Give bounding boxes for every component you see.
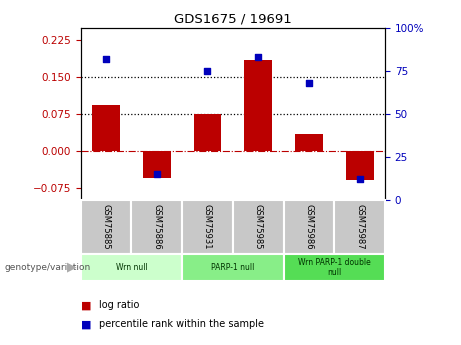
Bar bbox=[295, 134, 323, 151]
Point bbox=[204, 68, 211, 73]
Text: PARP-1 null: PARP-1 null bbox=[211, 263, 254, 272]
Text: GSM75987: GSM75987 bbox=[355, 204, 364, 250]
Bar bbox=[182, 200, 233, 254]
Text: GSM75886: GSM75886 bbox=[152, 204, 161, 250]
Bar bbox=[131, 200, 182, 254]
Text: Wrn PARP-1 double
null: Wrn PARP-1 double null bbox=[298, 258, 371, 277]
Text: log ratio: log ratio bbox=[99, 300, 140, 310]
Bar bbox=[182, 254, 284, 281]
Bar bbox=[346, 151, 373, 180]
Text: GSM75931: GSM75931 bbox=[203, 204, 212, 249]
Bar bbox=[284, 254, 385, 281]
Bar bbox=[334, 200, 385, 254]
Text: GDS1675 / 19691: GDS1675 / 19691 bbox=[174, 12, 292, 25]
Bar bbox=[81, 200, 131, 254]
Bar bbox=[81, 254, 182, 281]
Text: percentile rank within the sample: percentile rank within the sample bbox=[99, 319, 264, 329]
Bar bbox=[244, 60, 272, 151]
Text: GSM75986: GSM75986 bbox=[304, 204, 313, 250]
Text: ■: ■ bbox=[81, 319, 91, 329]
Bar bbox=[143, 151, 171, 178]
Bar bbox=[284, 200, 334, 254]
Point bbox=[102, 56, 110, 61]
Text: GSM75985: GSM75985 bbox=[254, 204, 263, 249]
Bar bbox=[194, 114, 221, 151]
Text: ■: ■ bbox=[81, 300, 91, 310]
Text: GSM75885: GSM75885 bbox=[101, 204, 111, 250]
Text: Wrn null: Wrn null bbox=[116, 263, 147, 272]
Point bbox=[153, 171, 160, 177]
Bar bbox=[233, 200, 284, 254]
Point bbox=[305, 80, 313, 86]
Point bbox=[254, 54, 262, 60]
Text: ▶: ▶ bbox=[67, 261, 76, 274]
Point bbox=[356, 177, 363, 182]
Text: genotype/variation: genotype/variation bbox=[5, 263, 91, 272]
Bar bbox=[92, 106, 120, 151]
